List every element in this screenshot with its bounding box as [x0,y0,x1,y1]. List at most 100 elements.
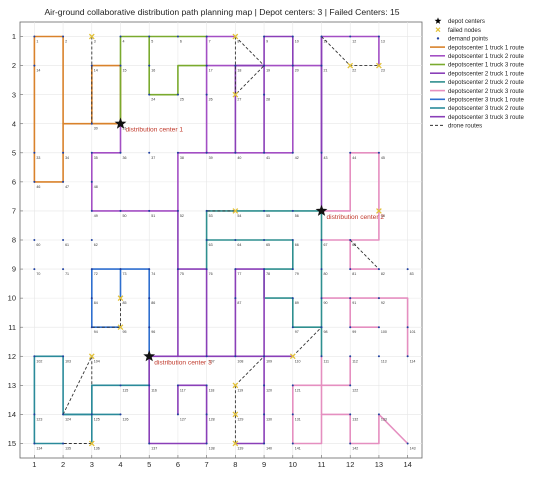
node-label: 123 [36,417,42,421]
failed-node [376,208,382,214]
demand-point [90,180,93,183]
node-label: 5 [151,40,153,44]
demand-point [291,239,294,241]
node-label: 40 [237,156,241,160]
x-tick-label: 6 [176,460,180,469]
route-segment [320,152,380,241]
node-label: 67 [324,243,328,247]
legend-label: depot centers [448,18,485,25]
node-label: 20 [295,69,299,73]
demand-point [291,151,294,154]
node-label: 125 [94,417,100,421]
node-label: 92 [381,301,385,305]
demand-point [263,442,266,445]
demand-point [90,326,93,329]
node-label: 116 [151,388,157,392]
demand-point [62,413,65,416]
node-label: 60 [36,243,40,247]
node-label: 99 [352,330,356,334]
node-label: 72 [94,272,98,276]
depot-star [114,117,127,129]
node-label: 108 [237,359,243,363]
node-label: 109 [266,359,272,363]
node-label: 131 [295,417,301,421]
demand-point [62,268,65,271]
node-label: 138 [209,446,215,450]
demand-point [377,413,380,416]
demand-point [119,268,122,271]
failed-node [347,62,354,69]
node-label: 25 [180,98,184,102]
demand-point [205,442,208,445]
node-label: 90 [324,301,328,305]
node-label: 104 [94,359,100,363]
node-label: 127 [180,417,186,421]
demand-point [320,297,323,300]
node-label: 74 [151,272,155,276]
failed-node [117,295,124,301]
demand-point [148,93,151,96]
y-tick-label: 2 [12,61,16,70]
node-label: 89 [295,301,299,305]
demand-point [205,35,208,38]
y-tick-label: 1 [12,32,16,41]
demand-point [62,35,65,38]
node-label: 130 [266,417,272,421]
node-label: 51 [151,214,155,218]
node-label: 124 [65,417,71,421]
node-label: 3 [94,40,96,44]
node-label: 28 [266,98,270,102]
demand-point [349,326,352,329]
demand-point [377,326,380,329]
demand-point [377,297,380,300]
demand-point [62,442,65,445]
failed-node [88,353,95,360]
node-label: 18 [237,69,241,73]
node-label: 31 [123,127,127,131]
y-tick-label: 4 [12,119,16,128]
y-tick-label: 9 [12,265,16,274]
node-label: 79 [295,272,299,276]
demand-point [205,413,208,416]
node-label: 95 [123,330,127,334]
node-label: 119 [237,388,243,392]
y-tick-label: 11 [8,323,16,332]
legend-depot-icon [434,17,442,24]
node-label: 35 [94,156,98,160]
demand-point [349,239,352,241]
node-label: 71 [65,272,69,276]
demand-point [406,268,409,271]
failed-node [289,353,296,360]
node-label: 55 [266,214,270,218]
node-label: 143 [410,446,416,450]
demand-point [205,268,208,271]
failed-node [117,324,124,331]
demand-point [349,442,352,445]
demand-point [320,239,323,241]
node-label: 19 [266,69,270,73]
demand-point [176,384,179,387]
node-label: 10 [295,40,299,44]
node-label: 94 [94,330,98,334]
demand-point [349,297,352,300]
node-label: 45 [381,156,385,160]
node-label: 65 [266,243,270,247]
demand-point [119,64,122,67]
node-label: 36 [123,156,127,160]
demand-point [119,413,122,416]
demand-point [263,64,266,67]
node-label: 37 [151,156,155,160]
demand-point [291,384,294,387]
node-label: 115 [123,388,129,392]
legend-label: demand points [448,36,488,43]
y-tick-label: 15 [8,439,16,448]
node-label: 43 [324,156,328,160]
failed-node [232,382,239,389]
demand-point [320,35,323,38]
demand-point [176,93,179,96]
x-tick-label: 12 [346,460,354,469]
node-label: 13 [381,40,385,44]
y-tick-label: 7 [12,207,16,216]
y-tick-label: 12 [8,352,16,361]
